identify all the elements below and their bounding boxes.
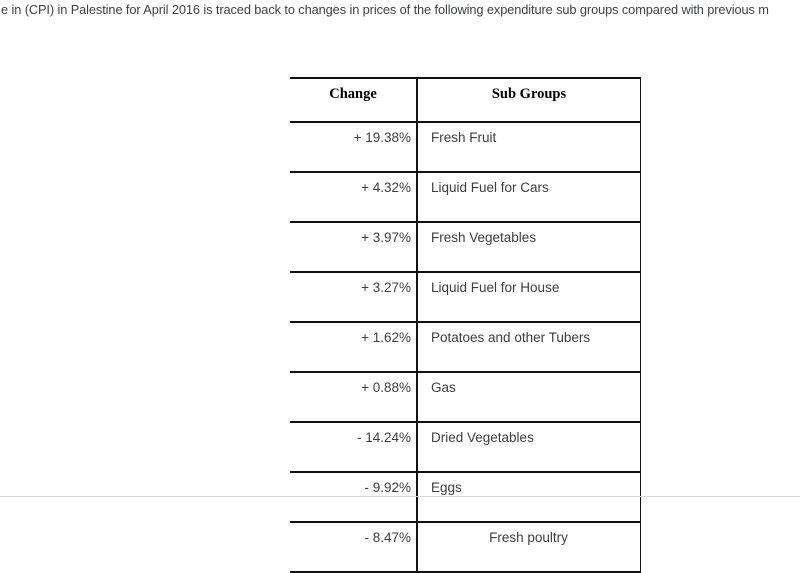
table-header-row: Change Sub Groups <box>290 78 641 123</box>
table-row: - 9.92% Eggs <box>290 472 641 523</box>
subgroup-label: Dried Vegetables <box>417 422 641 473</box>
subgroups-column-header: Sub Groups <box>417 78 641 123</box>
change-value: - 14.24% <box>290 422 418 473</box>
subgroup-label: Eggs <box>417 472 641 523</box>
cpi-subgroups-table: Change Sub Groups + 19.38% Fresh Fruit +… <box>290 77 641 573</box>
table-row: + 4.32% Liquid Fuel for Cars <box>290 172 641 223</box>
change-value: + 19.38% <box>290 122 418 173</box>
table-row: + 3.27% Liquid Fuel for House <box>290 272 641 323</box>
table-row: + 3.97% Fresh Vegetables <box>290 222 641 273</box>
change-value: - 8.47% <box>290 522 418 573</box>
subgroup-label: Fresh poultry <box>417 522 641 573</box>
change-value: + 0.88% <box>290 372 418 423</box>
page-boundary-line <box>0 496 800 497</box>
intro-text: e in (CPI) in Palestine for April 2016 i… <box>1 2 769 17</box>
subgroup-label: Fresh Vegetables <box>417 222 641 273</box>
subgroup-label: Liquid Fuel for Cars <box>417 172 641 223</box>
change-value: + 4.32% <box>290 172 418 223</box>
change-value: + 3.97% <box>290 222 418 273</box>
subgroup-label: Gas <box>417 372 641 423</box>
change-value: - 9.92% <box>290 472 418 523</box>
change-value: + 1.62% <box>290 322 418 373</box>
table-row: - 14.24% Dried Vegetables <box>290 422 641 473</box>
table-row: + 0.88% Gas <box>290 372 641 423</box>
table-row: + 1.62% Potatoes and other Tubers <box>290 322 641 373</box>
subgroup-label: Liquid Fuel for House <box>417 272 641 323</box>
change-value: + 3.27% <box>290 272 418 323</box>
change-column-header: Change <box>290 78 418 123</box>
subgroup-label: Fresh Fruit <box>417 122 641 173</box>
table-row: + 19.38% Fresh Fruit <box>290 122 641 173</box>
subgroup-label: Potatoes and other Tubers <box>417 322 641 373</box>
table-row: - 8.47% Fresh poultry <box>290 522 641 573</box>
